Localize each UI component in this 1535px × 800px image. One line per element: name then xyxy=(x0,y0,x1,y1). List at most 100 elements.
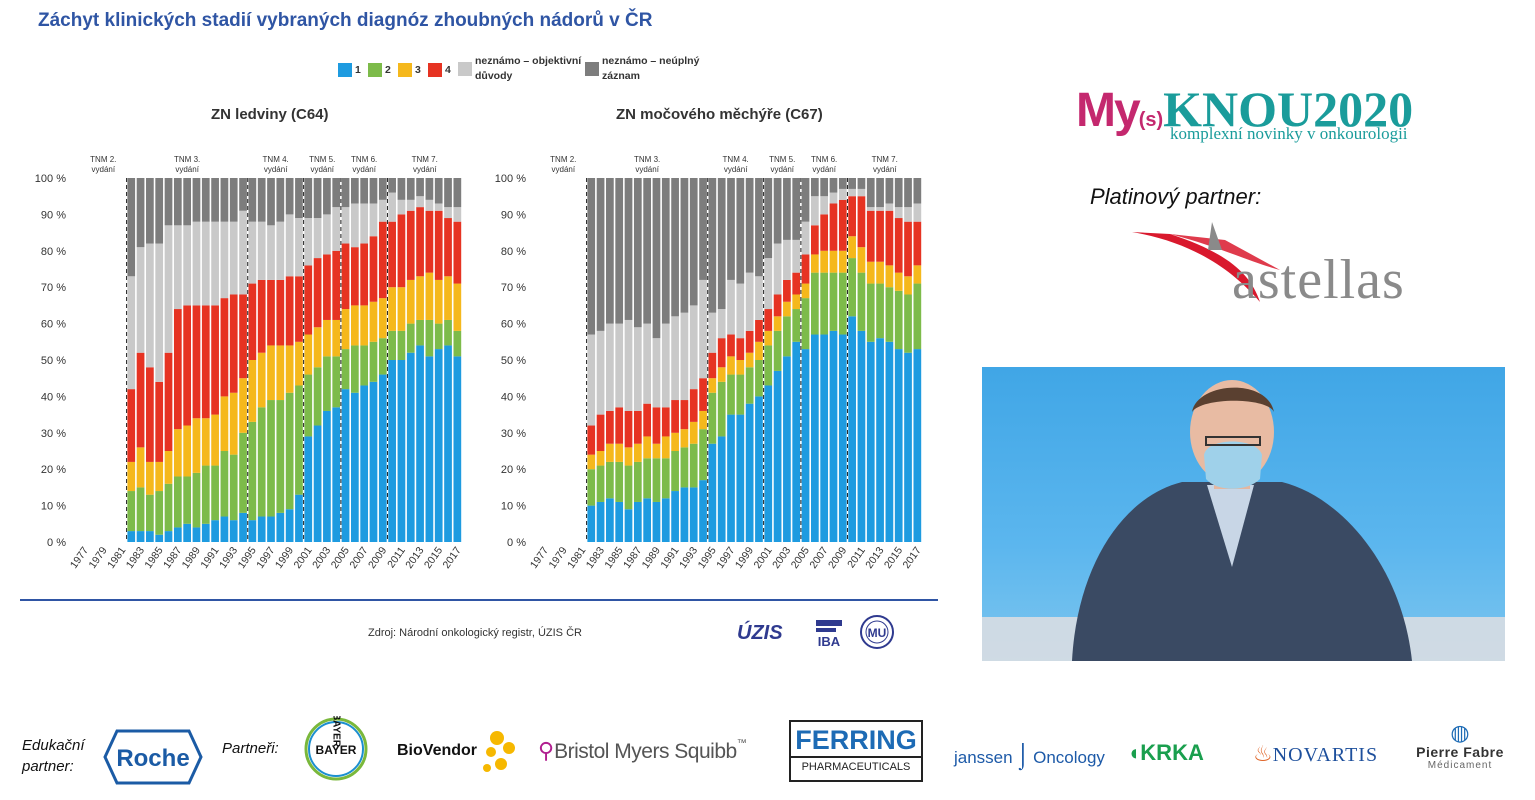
novartis-flame-icon: ♨ xyxy=(1253,741,1273,766)
x-tick-label: 2017 xyxy=(441,545,464,571)
bar-segment-neznmoneplnzznam xyxy=(229,178,238,222)
bar-segment-neznmoobjektivndvody xyxy=(671,316,679,401)
bar-segment-neznmoneplnzznam xyxy=(285,178,294,215)
bar-segment-3 xyxy=(267,345,275,401)
legend-label: 1 xyxy=(355,64,361,76)
bar-segment-neznmoobjektivndvody xyxy=(866,207,875,211)
bar-segment-1 xyxy=(341,389,350,542)
bar-segment-neznmoneplnzznam xyxy=(248,178,257,222)
bar-segment-4 xyxy=(341,243,350,310)
bar-segment-neznmoneplnzznam xyxy=(885,178,894,204)
bar-segment-3 xyxy=(810,254,819,273)
x-tick-label: 1977 xyxy=(528,545,551,571)
bar-segment-2 xyxy=(596,465,605,502)
bar-segment-neznmoneplnzznam xyxy=(192,178,201,222)
x-tick-label: 2005 xyxy=(329,545,352,571)
bar-segment-3 xyxy=(633,443,642,462)
bar-segment-2 xyxy=(838,272,847,335)
bar-segment-neznmoneplnzznam xyxy=(350,178,359,204)
video-feed xyxy=(982,367,1505,661)
bar-segment-1 xyxy=(388,360,396,542)
bar-segment-neznmoobjektivndvody xyxy=(661,323,670,408)
y-tick-label: 80 % xyxy=(41,246,66,258)
bar-segment-4 xyxy=(285,276,294,346)
bar-segment-neznmoobjektivndvody xyxy=(876,207,884,211)
bar-segment-1 xyxy=(810,334,819,542)
tnm-label: vydání xyxy=(264,165,288,174)
bar-segment-2 xyxy=(332,356,341,408)
bar-segment-neznmoneplnzznam xyxy=(434,178,443,204)
bar-segment-neznmoneplnzznam xyxy=(866,178,875,208)
bar-segment-neznmoneplnzznam xyxy=(801,178,810,222)
y-tick-label: 100 % xyxy=(495,173,526,185)
bar-segment-2 xyxy=(885,287,894,342)
bar-segment-1 xyxy=(606,498,614,542)
bar-segment-3 xyxy=(671,432,679,451)
bar-segment-3 xyxy=(680,429,689,448)
bar-segment-3 xyxy=(848,236,856,259)
bar-segment-2 xyxy=(904,294,912,353)
bar-segment-4 xyxy=(127,389,136,462)
legend-swatch xyxy=(428,63,442,77)
bar-segment-1 xyxy=(285,509,294,542)
bar-segment-neznmoobjektivndvody xyxy=(416,196,424,208)
x-tick-label: 1999 xyxy=(273,545,296,571)
bar-segment-3 xyxy=(201,418,210,466)
bar-segment-4 xyxy=(894,218,903,273)
tnm-label: vydání xyxy=(413,165,437,174)
bar-segment-neznmoneplnzznam xyxy=(661,178,670,324)
bar-segment-4 xyxy=(885,210,894,266)
bar-segment-3 xyxy=(350,305,359,346)
bar-segment-2 xyxy=(764,345,773,386)
bar-segment-3 xyxy=(736,360,745,375)
chart-title-bladder: ZN močového měchýře (C67) xyxy=(616,106,823,123)
bar-segment-neznmoobjektivndvody xyxy=(155,243,164,382)
x-tick-label: 1983 xyxy=(124,545,147,571)
bar-segment-neznmoneplnzznam xyxy=(680,178,689,313)
bar-segment-1 xyxy=(201,523,210,542)
bar-segment-3 xyxy=(587,454,596,470)
bar-segment-4 xyxy=(661,407,670,437)
bar-segment-3 xyxy=(745,352,754,368)
bar-segment-neznmoobjektivndvody xyxy=(173,225,182,310)
bar-segment-1 xyxy=(350,392,359,542)
bar-segment-4 xyxy=(838,199,847,251)
bar-segment-neznmoneplnzznam xyxy=(304,178,313,219)
bar-segment-neznmoneplnzznam xyxy=(183,178,192,226)
bar-segment-1 xyxy=(257,516,266,542)
bar-segment-neznmoneplnzznam xyxy=(894,178,903,208)
janssen-text: janssen xyxy=(954,748,1013,767)
bar-segment-3 xyxy=(425,272,434,320)
bar-segment-neznmoobjektivndvody xyxy=(313,218,322,259)
bar-segment-4 xyxy=(416,207,424,277)
bar-segment-4 xyxy=(323,254,331,320)
bar-segment-neznmoobjektivndvody xyxy=(397,199,406,215)
bar-segment-neznmoobjektivndvody xyxy=(736,283,745,339)
bar-segment-neznmoneplnzznam xyxy=(173,178,182,226)
x-tick-label: 2003 xyxy=(310,545,333,571)
tnm-label: vydání xyxy=(635,165,659,174)
bar-segment-neznmoneplnzznam xyxy=(708,178,717,313)
bar-segment-1 xyxy=(857,330,866,542)
bar-segment-2 xyxy=(146,494,154,532)
bms-icon: ⚲ xyxy=(538,738,555,763)
bar-segment-1 xyxy=(444,345,452,542)
bar-segment-neznmoneplnzznam xyxy=(904,178,912,208)
bar-segment-2 xyxy=(406,323,415,353)
bar-segment-2 xyxy=(755,360,763,397)
legend-item-4: 4 xyxy=(428,63,451,77)
mys-s: (s) xyxy=(1138,109,1164,131)
bar-segment-4 xyxy=(434,210,443,280)
bar-segment-2 xyxy=(876,283,884,339)
x-tick-label: 1987 xyxy=(161,545,184,571)
bar-segment-neznmoobjektivndvody xyxy=(894,207,903,219)
x-tick-label: 2015 xyxy=(882,545,905,571)
legend-label: 2 xyxy=(385,64,391,76)
mu-seal: MU xyxy=(860,615,894,649)
bar-segment-2 xyxy=(164,483,173,532)
bar-segment-neznmoneplnzznam xyxy=(773,178,782,244)
bar-segment-2 xyxy=(829,272,838,331)
y-tick-label: 30 % xyxy=(501,428,526,440)
bar-segment-3 xyxy=(229,392,238,455)
bar-segment-neznmoobjektivndvody xyxy=(211,221,219,306)
